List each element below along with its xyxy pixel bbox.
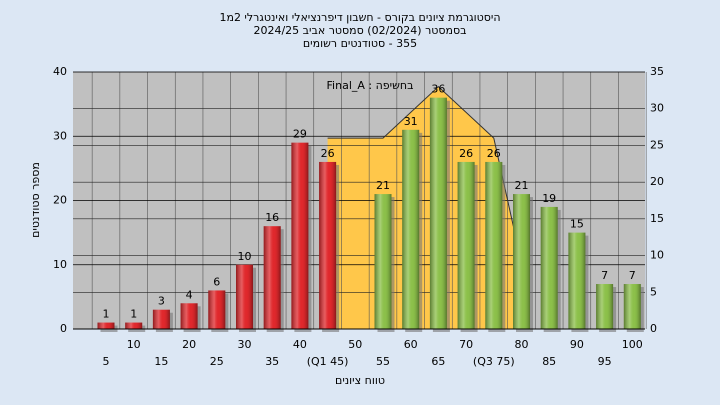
- bar-shade: [152, 309, 170, 329]
- bar-shade: [596, 284, 614, 329]
- bar-shade: [485, 161, 503, 329]
- chart-subtitle: בסמסטר (02/2024) סמסטר אביב 2024/25: [253, 24, 466, 37]
- y2-tick-label: 5: [650, 285, 657, 298]
- x-tick-label: 90: [570, 338, 584, 351]
- y2-tick-label: 10: [650, 249, 664, 262]
- x-tick-label: 55: [376, 355, 390, 368]
- y2-tick-label: 30: [650, 102, 664, 115]
- data-label: 4: [186, 288, 193, 301]
- data-label: 26: [321, 147, 335, 160]
- data-label: 26: [459, 147, 473, 160]
- x-tick-label: (Q3 75): [473, 355, 515, 368]
- bar-shade: [97, 322, 115, 329]
- data-label: 36: [431, 83, 445, 96]
- y2-tick-label: 35: [650, 65, 664, 78]
- bar-shade: [568, 232, 586, 329]
- y-tick-label: 40: [53, 65, 67, 78]
- y2-tick-label: 25: [650, 138, 664, 151]
- x-tick-label: 95: [598, 355, 612, 368]
- data-label: 19: [542, 192, 556, 205]
- bar-shade: [374, 194, 392, 329]
- data-label: 15: [570, 218, 584, 231]
- x-tick-label: 70: [459, 338, 473, 351]
- y-axis-label: מספר סטודנטים: [29, 162, 42, 238]
- data-label: 16: [265, 211, 279, 224]
- bar-shade: [623, 284, 641, 329]
- data-label: 1: [103, 308, 110, 321]
- x-tick-label: 25: [210, 355, 224, 368]
- x-tick-label: 30: [238, 338, 252, 351]
- bar-shade: [319, 161, 337, 329]
- y2-tick-label: 20: [650, 175, 664, 188]
- bar-shade: [457, 161, 475, 329]
- data-label: 1: [130, 308, 137, 321]
- y-tick-label: 10: [53, 258, 67, 271]
- data-label: 10: [238, 250, 252, 263]
- annotation: Final_A : בחשיפה: [327, 79, 414, 92]
- y2-tick-label: 0: [650, 322, 657, 335]
- y-tick-label: 0: [60, 322, 67, 335]
- data-label: 6: [213, 275, 220, 288]
- x-axis-label: טווח ציונים: [335, 374, 385, 387]
- x-tick-label: 50: [348, 338, 362, 351]
- data-label: 7: [601, 269, 608, 282]
- bar-shade: [540, 206, 558, 329]
- x-tick-label: (Q1 45): [307, 355, 349, 368]
- data-label: 3: [158, 295, 165, 308]
- data-label: 21: [376, 179, 390, 192]
- bar-shade: [236, 264, 253, 329]
- bar-shade: [513, 194, 530, 329]
- x-tick-label: 10: [127, 338, 141, 351]
- chart-title: היסטוגרמת ציונים בקורס - חשבון דיפרנציאל…: [219, 11, 500, 24]
- y-tick-label: 20: [53, 194, 67, 207]
- x-tick-label: 80: [515, 338, 529, 351]
- bar-shade: [429, 97, 447, 329]
- x-tick-label: 85: [542, 355, 556, 368]
- y-tick-label: 30: [53, 129, 67, 142]
- x-tick-label: 60: [404, 338, 418, 351]
- x-tick-label: 35: [265, 355, 279, 368]
- y2-tick-label: 15: [650, 212, 664, 225]
- x-tick-label: 15: [154, 355, 168, 368]
- x-tick-label: 20: [182, 338, 196, 351]
- chart-subtitle: 355 - סטודנטים רשומים: [303, 37, 417, 50]
- bar-shade: [125, 322, 143, 329]
- bar-shade: [208, 290, 226, 329]
- x-tick-label: 100: [622, 338, 643, 351]
- data-label: 29: [293, 128, 307, 141]
- data-label: 7: [629, 269, 636, 282]
- bar-shade: [291, 142, 309, 329]
- bar-shade: [180, 303, 198, 329]
- data-label: 31: [404, 115, 418, 128]
- bar-shade: [402, 129, 420, 329]
- data-label: 21: [515, 179, 529, 192]
- bar-shade: [263, 226, 281, 329]
- x-tick-label: 65: [431, 355, 445, 368]
- data-label: 26: [487, 147, 501, 160]
- x-tick-label: 5: [103, 355, 110, 368]
- x-tick-label: 40: [293, 338, 307, 351]
